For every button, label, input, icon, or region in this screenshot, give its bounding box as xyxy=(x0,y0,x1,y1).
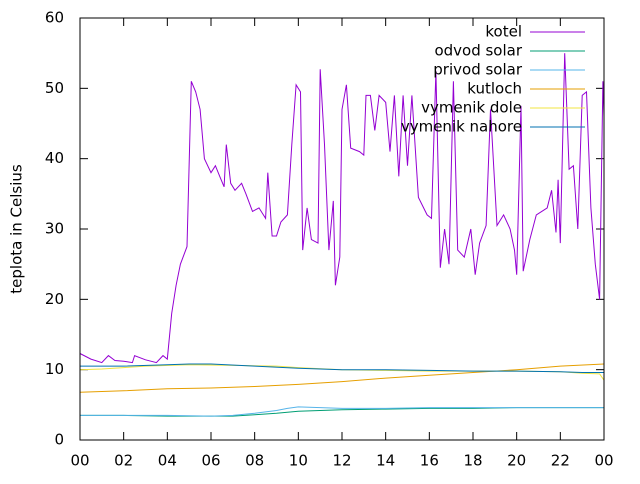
plot-border xyxy=(79,17,605,441)
legend-label: kotel xyxy=(485,23,522,41)
x-tick-label: 12 xyxy=(332,452,351,470)
x-tick-label: 00 xyxy=(70,452,89,470)
series-line xyxy=(80,406,604,417)
x-tick-label: 22 xyxy=(551,452,570,470)
legend-label: kutloch xyxy=(467,80,522,98)
y-tick-label: 10 xyxy=(45,360,64,378)
x-tick-label: 06 xyxy=(201,452,220,470)
y-tick-label: 20 xyxy=(45,290,64,308)
x-tick-label: 16 xyxy=(420,452,439,470)
legend-label: odvod solar xyxy=(434,42,522,60)
legend-label: vymenik dole xyxy=(421,99,522,117)
y-tick-label: 40 xyxy=(45,149,64,167)
x-tick-label: 02 xyxy=(114,452,133,470)
x-tick-label: 00 xyxy=(594,452,613,470)
legend-label: privod solar xyxy=(433,61,523,79)
y-axis-label: teplota in Celsius xyxy=(8,164,26,294)
x-tick-label: 04 xyxy=(158,452,177,470)
y-tick-label: 30 xyxy=(45,220,64,238)
x-tick-label: 10 xyxy=(289,452,308,470)
y-tick-label: 60 xyxy=(45,9,64,27)
y-tick-label: 50 xyxy=(45,79,64,97)
series-line xyxy=(79,53,605,364)
y-tick-label: 0 xyxy=(54,431,64,449)
x-tick-label: 18 xyxy=(463,452,482,470)
series-line xyxy=(80,363,604,373)
legend-label: vymenik nahore xyxy=(401,118,522,136)
series-line xyxy=(79,363,605,393)
x-tick-label: 20 xyxy=(507,452,526,470)
x-tick-label: 14 xyxy=(376,452,395,470)
x-tick-label: 08 xyxy=(245,452,264,470)
